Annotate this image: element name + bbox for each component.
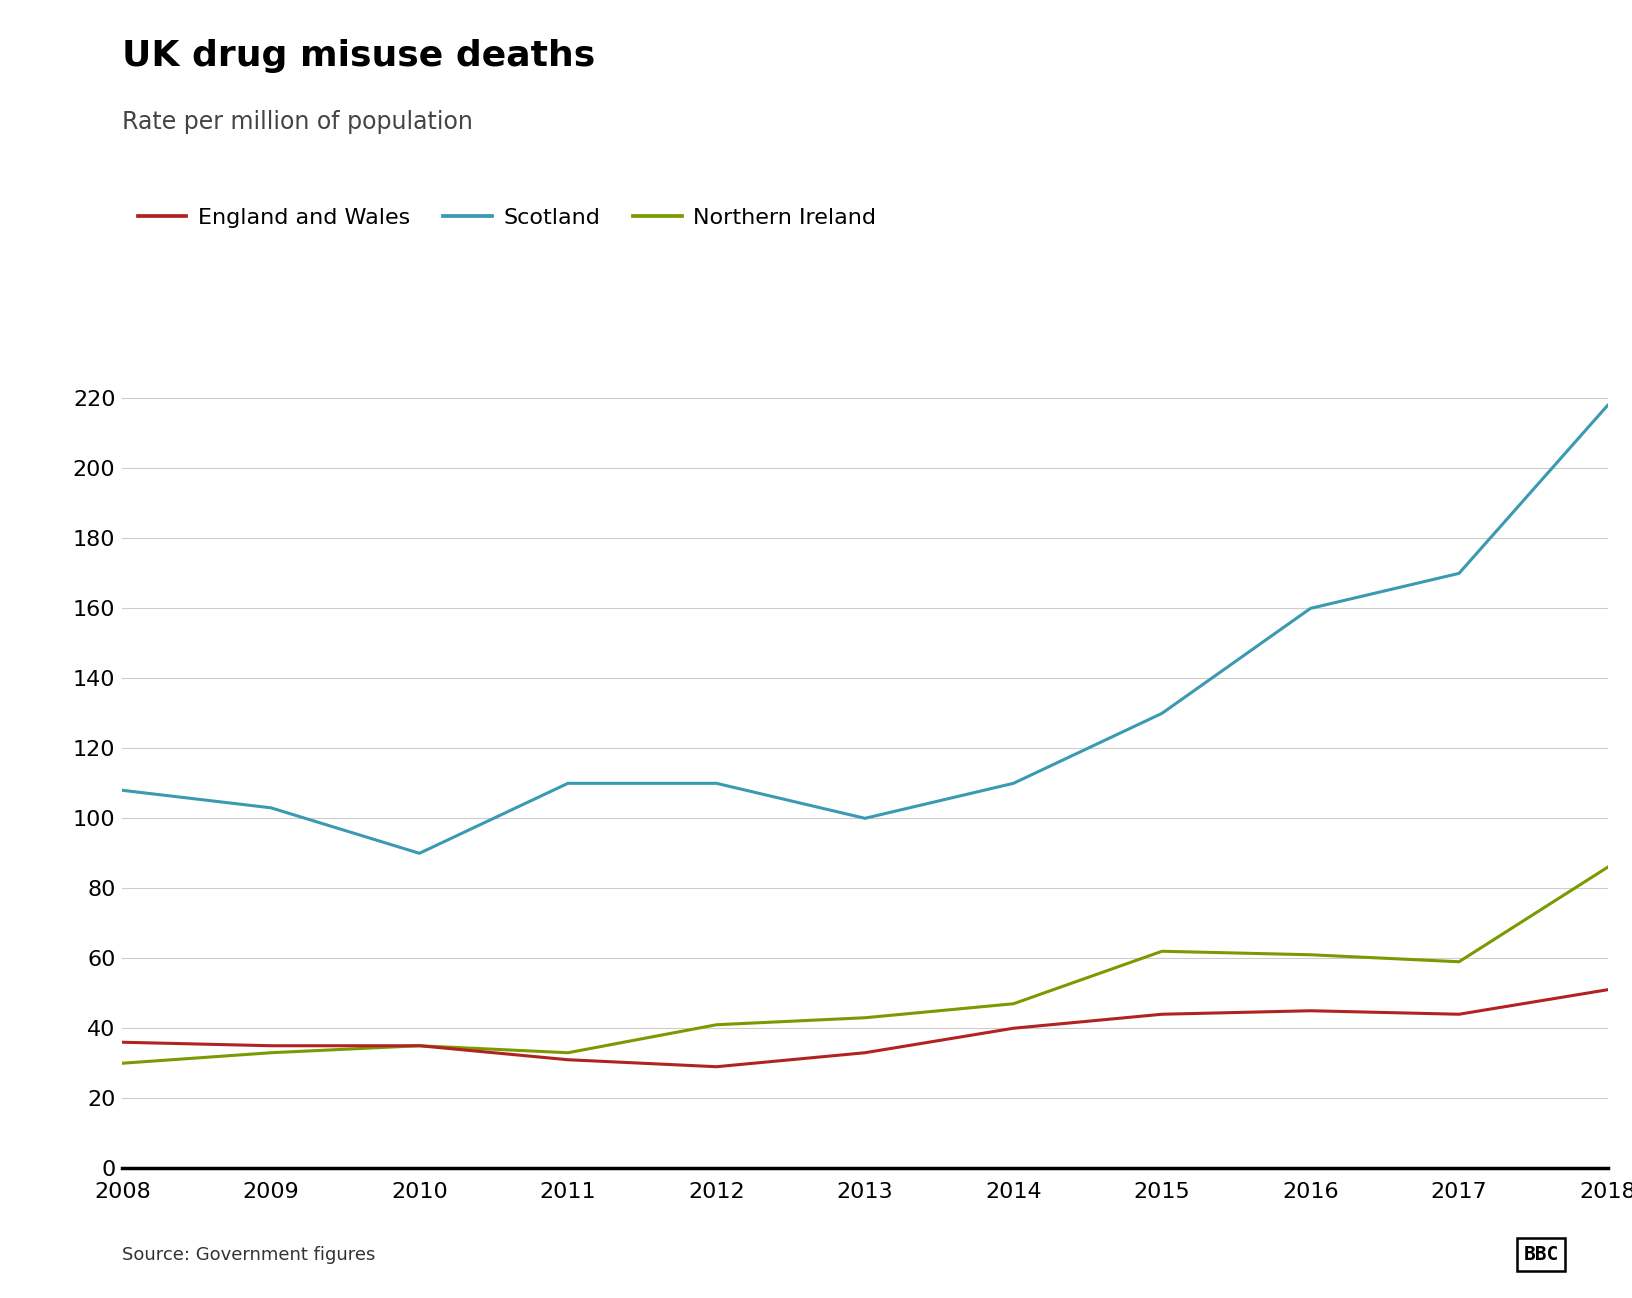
Text: BBC: BBC: [1523, 1245, 1559, 1264]
Legend: England and Wales, Scotland, Northern Ireland: England and Wales, Scotland, Northern Ir…: [129, 200, 885, 238]
Text: Rate per million of population: Rate per million of population: [122, 110, 473, 134]
Text: UK drug misuse deaths: UK drug misuse deaths: [122, 39, 596, 73]
Text: Source: Government figures: Source: Government figures: [122, 1246, 375, 1264]
